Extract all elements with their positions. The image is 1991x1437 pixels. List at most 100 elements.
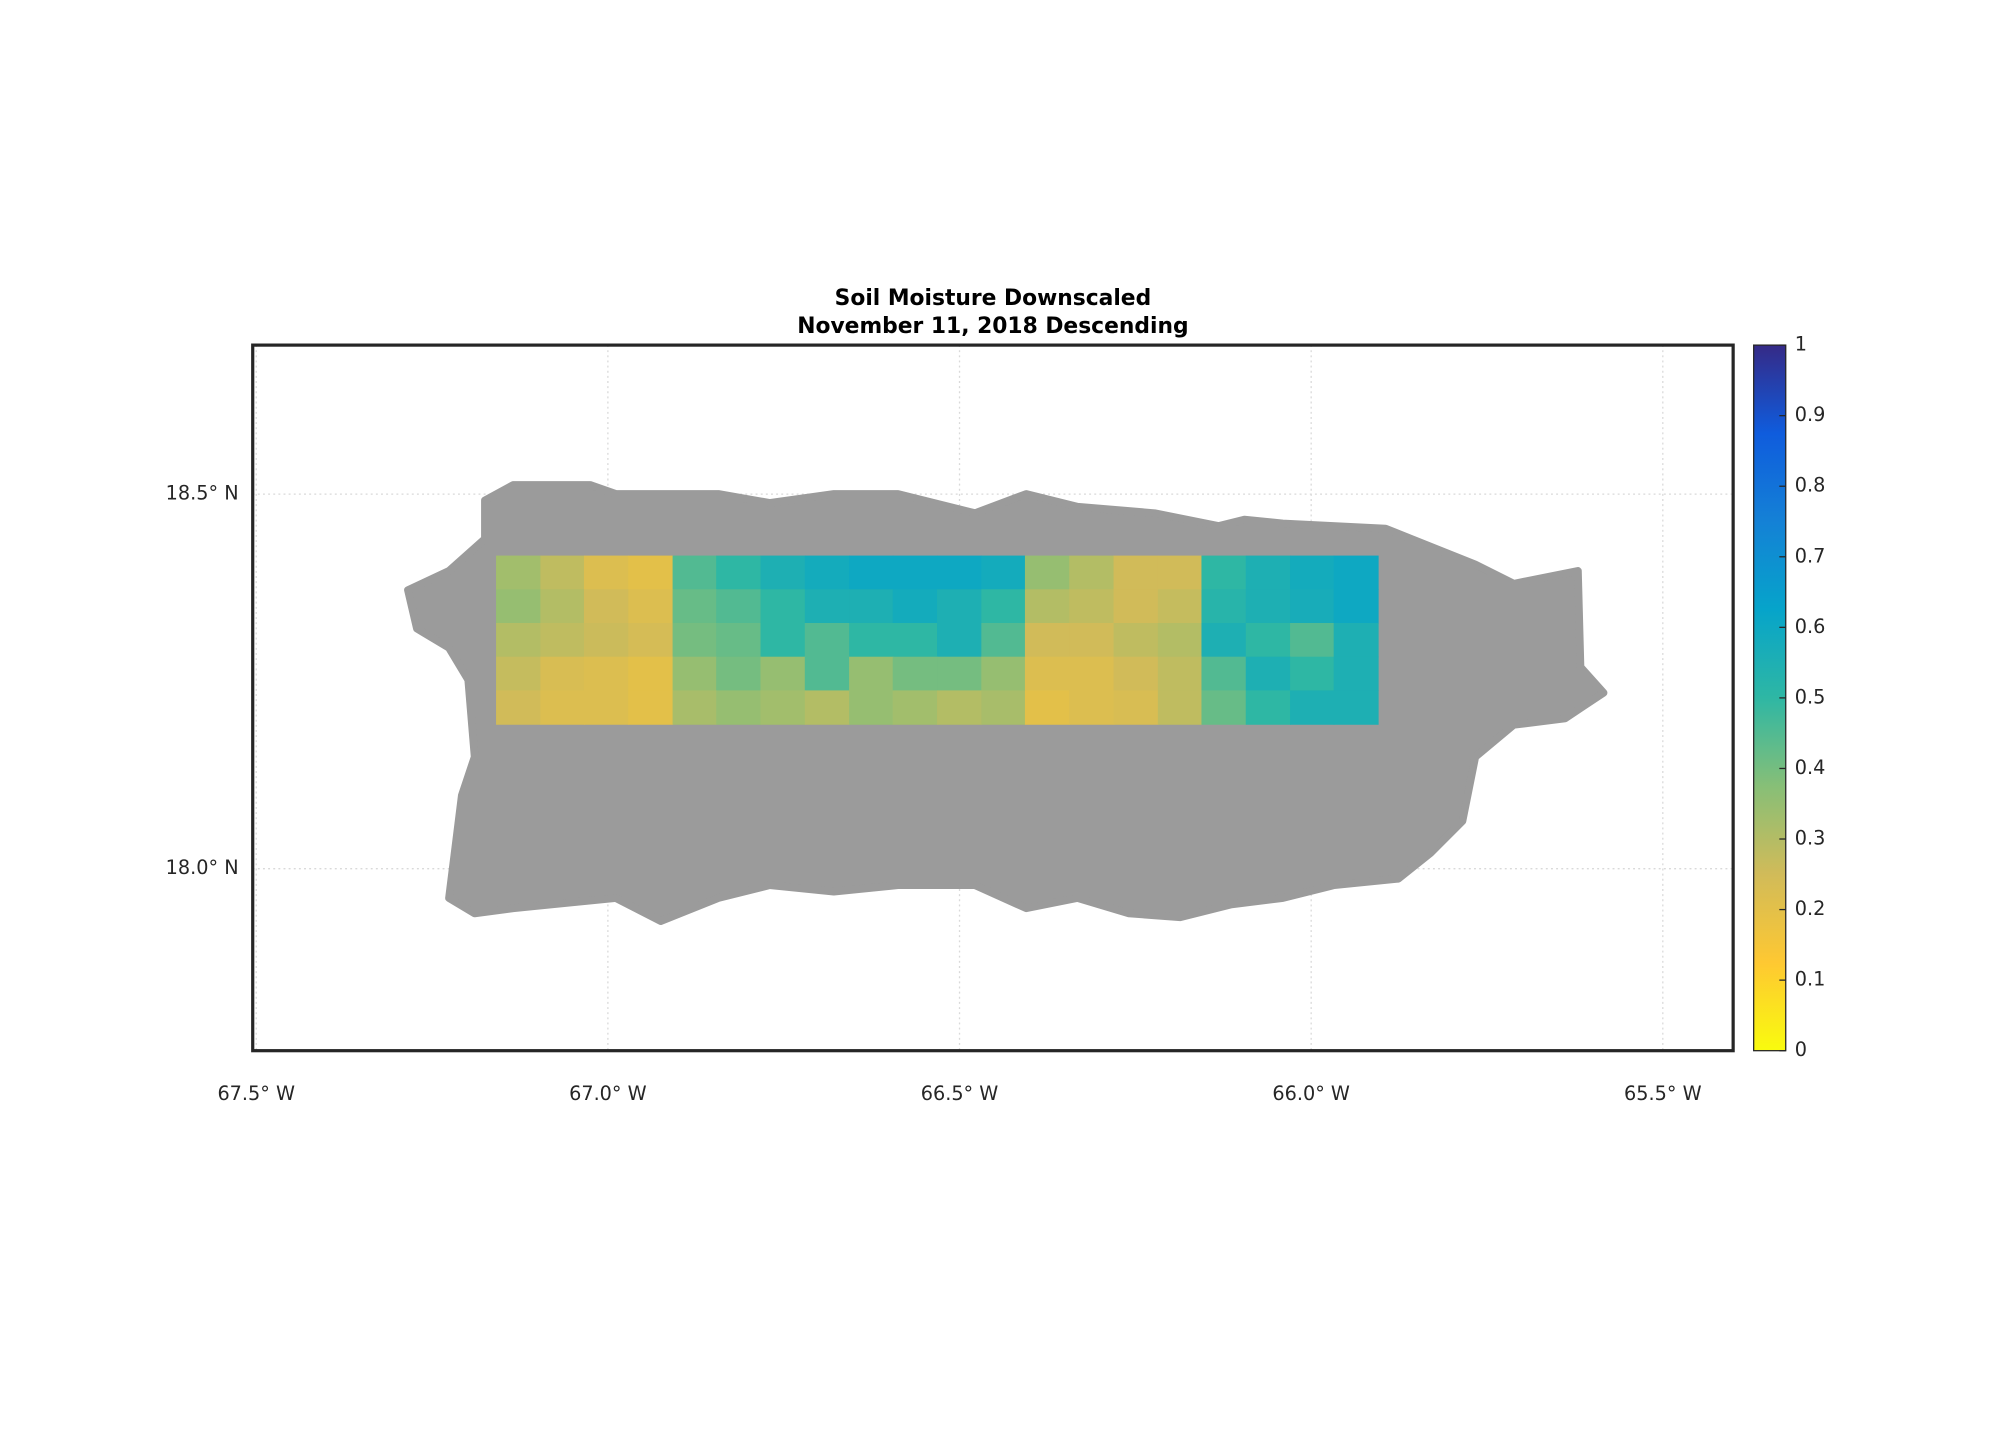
raster-cell xyxy=(1024,656,1070,692)
raster-cell xyxy=(496,690,542,725)
colorbar-tick-label: 0.9 xyxy=(1795,403,1826,426)
raster-cell xyxy=(892,656,938,692)
raster-cell xyxy=(1201,589,1247,624)
raster-cell xyxy=(716,589,762,624)
raster-cell xyxy=(1290,589,1335,624)
raster-cell xyxy=(1157,656,1203,692)
raster-cell xyxy=(760,656,806,692)
raster-cell xyxy=(892,690,938,725)
x-tick-label: 66.5° W xyxy=(921,1082,999,1105)
raster-cell xyxy=(672,555,717,590)
raster-cell xyxy=(937,656,982,692)
y-tick-label: 18.5° N xyxy=(166,482,239,505)
raster-cell xyxy=(628,589,674,624)
colorbar-tick-label: 1 xyxy=(1795,333,1807,356)
raster-cell xyxy=(937,690,982,725)
raster-cell xyxy=(1245,656,1291,692)
raster-cell xyxy=(716,555,762,590)
raster-cell xyxy=(937,555,982,590)
colorbar-tick-label: 0.6 xyxy=(1795,615,1826,638)
raster-cell xyxy=(849,622,894,658)
x-tick-label: 67.5° W xyxy=(217,1082,295,1105)
raster-cell xyxy=(1024,622,1070,658)
raster-cell xyxy=(760,690,806,725)
raster-cell xyxy=(1333,589,1379,624)
raster-cell xyxy=(1290,555,1335,590)
ticks: 67.5° W 67.0° W 66.5° W 66.0° W 65.5° W 18.5°… xyxy=(166,482,1702,1105)
axes-box xyxy=(251,343,1735,1053)
raster-cell xyxy=(540,589,585,624)
raster-cell xyxy=(583,622,629,658)
raster-cell xyxy=(1245,589,1291,624)
colorbar-tick-label: 0.5 xyxy=(1795,685,1826,708)
raster-cell xyxy=(1290,656,1335,692)
raster-cell xyxy=(540,690,585,725)
raster-cell xyxy=(804,589,850,624)
raster-cell xyxy=(849,656,894,692)
raster-cell xyxy=(804,555,850,590)
x-tick-label: 67.0° W xyxy=(569,1082,647,1105)
raster-cell xyxy=(1069,622,1115,658)
raster-cell xyxy=(760,589,806,624)
raster-cell xyxy=(540,656,585,692)
raster-cell xyxy=(937,622,982,658)
raster-cell xyxy=(1333,690,1379,725)
raster-cell xyxy=(1245,690,1291,725)
raster-cell xyxy=(716,656,762,692)
raster-cell xyxy=(628,622,674,658)
raster-cell xyxy=(892,622,938,658)
raster-cell xyxy=(1245,622,1291,658)
raster-cell xyxy=(1157,690,1203,725)
raster-cell xyxy=(849,589,894,624)
raster-cell xyxy=(1201,656,1247,692)
raster-cell xyxy=(628,690,674,725)
raster-cell xyxy=(1024,690,1070,725)
raster-cell xyxy=(1113,690,1159,725)
raster-cell xyxy=(1157,622,1203,658)
raster-cell xyxy=(1157,555,1203,590)
raster-cell xyxy=(849,690,894,725)
raster-cell xyxy=(628,656,674,692)
x-tick-label: 65.5° W xyxy=(1624,1082,1702,1105)
raster-cell xyxy=(672,589,717,624)
raster-cell xyxy=(804,690,850,725)
raster-cell xyxy=(1333,555,1379,590)
raster-cell xyxy=(1333,656,1379,692)
raster-cell xyxy=(628,555,674,590)
raster-cell xyxy=(1113,589,1159,624)
colorbar-tick-label: 0.4 xyxy=(1795,756,1826,779)
raster-cell xyxy=(672,622,717,658)
colorbar-tick-label: 0.2 xyxy=(1795,897,1826,920)
raster-cell xyxy=(672,656,717,692)
raster-cell xyxy=(583,690,629,725)
raster-cell xyxy=(1069,589,1115,624)
raster-cell xyxy=(716,622,762,658)
colorbar-ticks: 0 0.1 0.2 0.3 0.4 0.5 0.6 0.7 0.8 0.9 1 xyxy=(1779,333,1826,1061)
raster-cell xyxy=(496,656,542,692)
colorbar-tick-label: 0 xyxy=(1795,1038,1807,1061)
raster-cell xyxy=(496,589,542,624)
raster-cell xyxy=(1290,690,1335,725)
raster xyxy=(496,555,1379,725)
raster-cell xyxy=(540,555,585,590)
raster-cell xyxy=(892,589,938,624)
raster-cell xyxy=(672,690,717,725)
colorbar-tick-label: 0.7 xyxy=(1795,544,1826,567)
raster-cell xyxy=(1290,622,1335,658)
raster-cell xyxy=(1245,555,1291,590)
raster-cell xyxy=(937,589,982,624)
raster-cell xyxy=(760,555,806,590)
raster-cell xyxy=(583,589,629,624)
y-tick-label: 18.0° N xyxy=(166,856,239,879)
raster-cell xyxy=(716,690,762,725)
colorbar-tick-label: 0.3 xyxy=(1795,827,1826,850)
raster-cell xyxy=(1024,555,1070,590)
colorbar-tick-label: 0.1 xyxy=(1795,968,1826,991)
raster-cell xyxy=(540,622,585,658)
raster-cell xyxy=(496,555,542,590)
chart-subtitle: November 11, 2018 Descending xyxy=(797,314,1188,339)
raster-cell xyxy=(1069,555,1115,590)
raster-cell xyxy=(1069,656,1115,692)
raster-cell xyxy=(1201,555,1247,590)
